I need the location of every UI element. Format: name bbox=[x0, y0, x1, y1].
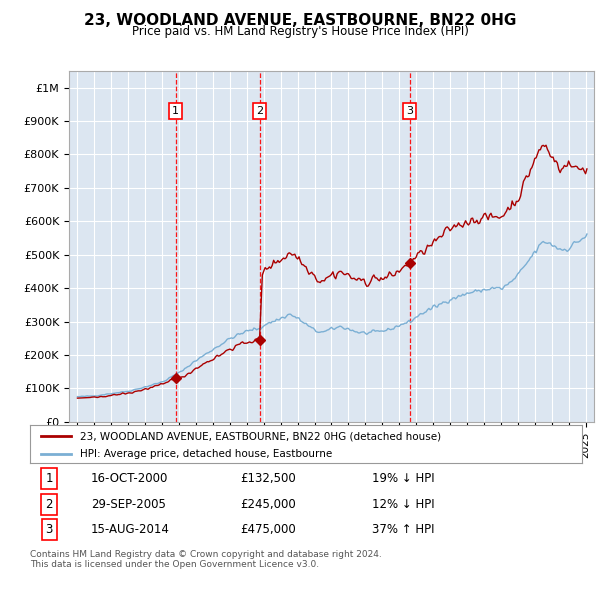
Text: £245,000: £245,000 bbox=[240, 497, 296, 511]
Text: 3: 3 bbox=[406, 106, 413, 116]
Text: 23, WOODLAND AVENUE, EASTBOURNE, BN22 0HG: 23, WOODLAND AVENUE, EASTBOURNE, BN22 0H… bbox=[84, 13, 516, 28]
Text: 1: 1 bbox=[46, 472, 53, 485]
Text: 37% ↑ HPI: 37% ↑ HPI bbox=[372, 523, 435, 536]
Text: 12% ↓ HPI: 12% ↓ HPI bbox=[372, 497, 435, 511]
Text: £475,000: £475,000 bbox=[240, 523, 296, 536]
Text: HPI: Average price, detached house, Eastbourne: HPI: Average price, detached house, East… bbox=[80, 448, 332, 458]
Text: Contains HM Land Registry data © Crown copyright and database right 2024.
This d: Contains HM Land Registry data © Crown c… bbox=[30, 550, 382, 569]
Text: 29-SEP-2005: 29-SEP-2005 bbox=[91, 497, 166, 511]
Text: 16-OCT-2000: 16-OCT-2000 bbox=[91, 472, 168, 485]
Text: 3: 3 bbox=[46, 523, 53, 536]
Text: 23, WOODLAND AVENUE, EASTBOURNE, BN22 0HG (detached house): 23, WOODLAND AVENUE, EASTBOURNE, BN22 0H… bbox=[80, 431, 441, 441]
Text: 19% ↓ HPI: 19% ↓ HPI bbox=[372, 472, 435, 485]
Text: 2: 2 bbox=[256, 106, 263, 116]
Text: Price paid vs. HM Land Registry's House Price Index (HPI): Price paid vs. HM Land Registry's House … bbox=[131, 25, 469, 38]
Text: 1: 1 bbox=[172, 106, 179, 116]
Text: £132,500: £132,500 bbox=[240, 472, 296, 485]
Text: 2: 2 bbox=[46, 497, 53, 511]
Text: 15-AUG-2014: 15-AUG-2014 bbox=[91, 523, 170, 536]
